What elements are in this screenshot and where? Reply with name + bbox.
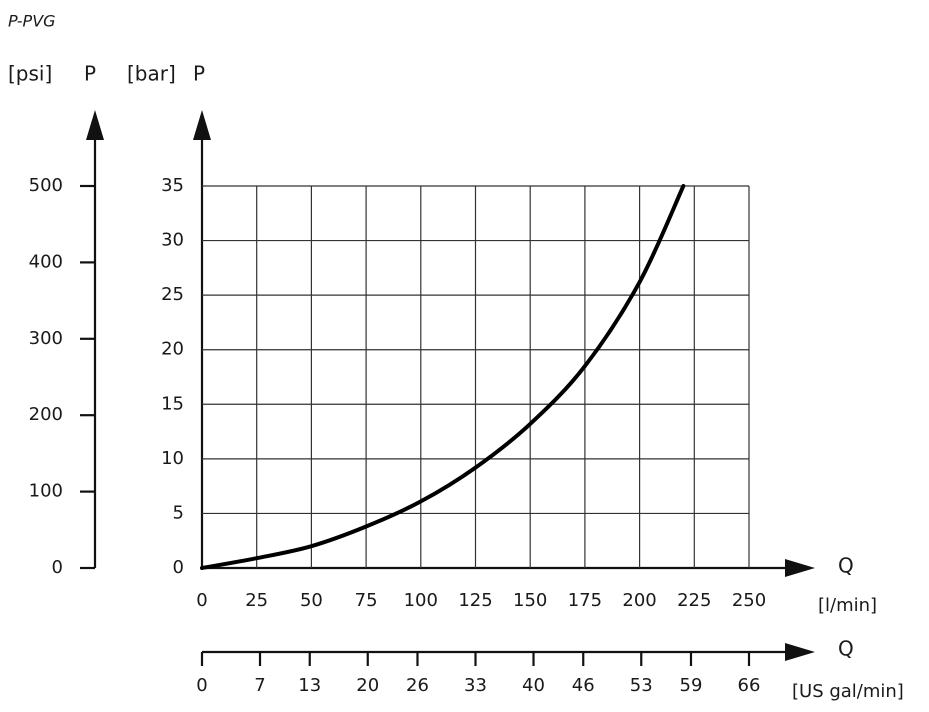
y2-tick-label: 400 <box>29 251 63 272</box>
arrow <box>86 110 104 140</box>
x-label: Q <box>838 554 854 578</box>
x-tick-label: 175 <box>568 590 602 611</box>
x2-label: Q <box>838 637 854 661</box>
y2-unit: [psi] <box>8 62 52 86</box>
x2-tick-label: 59 <box>680 675 703 696</box>
y-label: P <box>193 62 205 86</box>
x-tick-label: 25 <box>245 590 268 611</box>
x-tick-label: 0 <box>196 590 207 611</box>
y-tick-label: 0 <box>173 557 184 578</box>
x-tick-label: 150 <box>513 590 547 611</box>
x2-tick-label: 53 <box>630 675 653 696</box>
y2-tick-label: 300 <box>29 328 63 349</box>
x2-tick-label: 20 <box>356 675 379 696</box>
arrow <box>193 110 211 140</box>
y-tick-label: 35 <box>161 175 184 196</box>
x2-unit: [US gal/min] <box>792 681 904 702</box>
y-tick-label: 20 <box>161 339 184 360</box>
y-tick-label: 15 <box>161 393 184 414</box>
x-tick-label: 200 <box>622 590 656 611</box>
y-tick-label: 5 <box>173 502 184 523</box>
x-tick-label: 125 <box>458 590 492 611</box>
x-tick-label: 250 <box>732 590 766 611</box>
chart-title: P-PVG <box>8 12 56 31</box>
y2-tick-label: 200 <box>29 404 63 425</box>
arrow <box>785 643 815 661</box>
y-tick-label: 10 <box>161 448 184 469</box>
x-tick-label: 75 <box>355 590 378 611</box>
x2-tick-label: 7 <box>254 675 265 696</box>
y2-tick-label: 500 <box>29 175 63 196</box>
x-unit: [l/min] <box>818 595 877 616</box>
arrow <box>785 559 815 577</box>
y-tick-label: 25 <box>161 284 184 305</box>
x2-tick-label: 66 <box>738 675 761 696</box>
x-tick-label: 50 <box>300 590 323 611</box>
y2-label: P <box>84 62 96 86</box>
curve <box>200 184 686 570</box>
x2-tick-label: 33 <box>464 675 487 696</box>
x2-tick-label: 26 <box>406 675 429 696</box>
y2-tick-label: 0 <box>52 557 63 578</box>
y2-tick-label: 100 <box>29 481 63 502</box>
x-tick-label: 100 <box>404 590 438 611</box>
y-tick-label: 30 <box>161 230 184 251</box>
x2-tick-label: 0 <box>196 675 207 696</box>
x2-tick-label: 46 <box>572 675 595 696</box>
x2-tick-label: 13 <box>298 675 321 696</box>
y-unit: [bar] <box>127 62 176 86</box>
x-tick-label: 225 <box>677 590 711 611</box>
x2-tick-label: 40 <box>522 675 545 696</box>
